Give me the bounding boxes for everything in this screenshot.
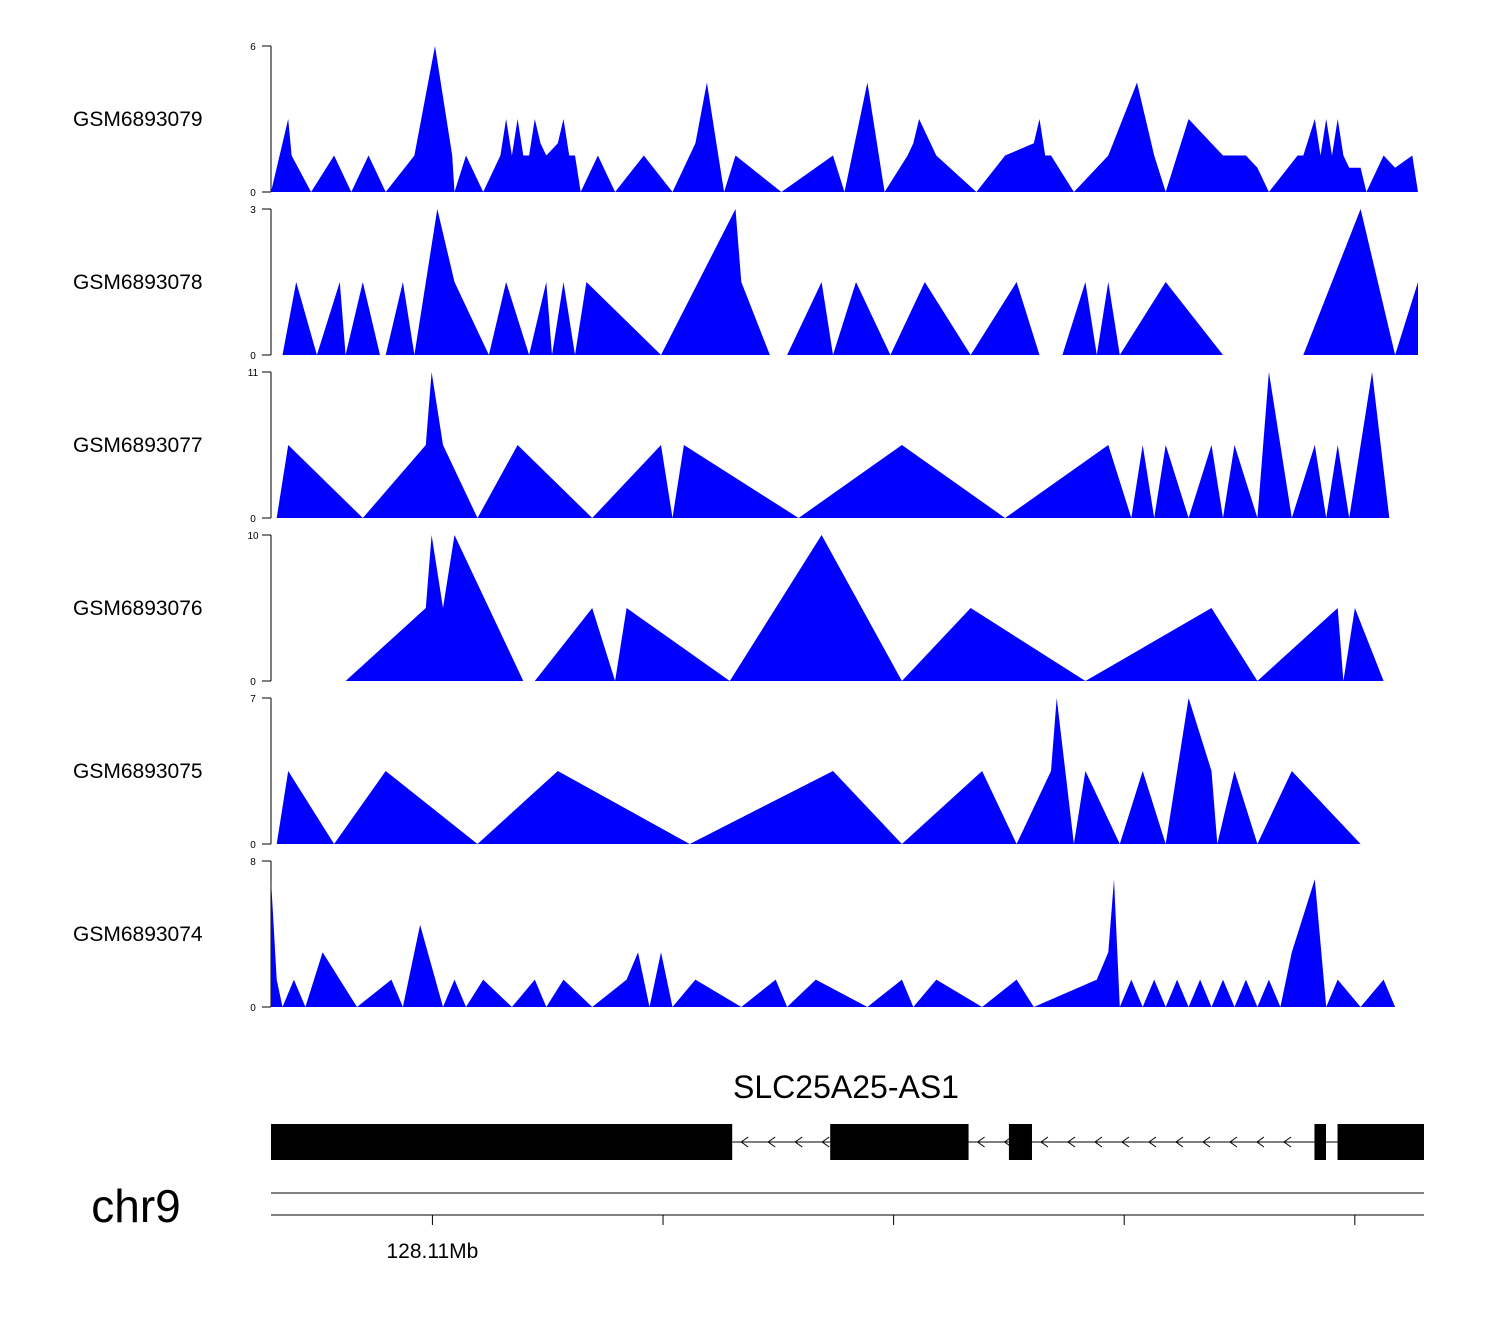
y-tick-label-min: 0 (250, 514, 256, 525)
strand-arrow (1256, 1136, 1265, 1148)
strand-arrow (740, 1136, 749, 1148)
track-GSM6893078: GSM6893078 3 0 (73, 205, 1418, 362)
y-tick-label-max: 11 (248, 368, 259, 379)
coverage-area (271, 46, 1418, 192)
coverage-area (345, 535, 1384, 681)
track-label: GSM6893076 (73, 597, 203, 620)
exon-block (1314, 1124, 1326, 1160)
coverage-area (276, 698, 1361, 844)
track-label: GSM6893074 (73, 923, 203, 946)
coverage-area (271, 879, 1396, 1007)
coverage-area (276, 372, 1390, 518)
track-GSM6893074: GSM6893074 8 0 (73, 857, 1396, 1014)
y-tick-label-min: 0 (250, 677, 256, 688)
y-tick-label-max: 7 (250, 694, 256, 705)
exon-block (1008, 1124, 1032, 1160)
gene-name: SLC25A25-AS1 (733, 1069, 959, 1105)
chromosome-label: chr9 (91, 1180, 180, 1232)
y-tick-label-min: 0 (250, 840, 256, 851)
track-label: GSM6893078 (73, 271, 203, 294)
track-label: GSM6893075 (73, 760, 203, 783)
strand-arrow (767, 1136, 776, 1148)
strand-arrow (1283, 1136, 1292, 1148)
track-GSM6893077: GSM6893077 11 0 (73, 368, 1390, 525)
y-tick-label-max: 8 (250, 857, 256, 868)
axis-tick-label: 128.11Mb (386, 1240, 478, 1263)
exon-block (271, 1124, 733, 1160)
track-GSM6893079: GSM6893079 6 0 (73, 42, 1418, 199)
strand-arrow (1040, 1136, 1049, 1148)
track-GSM6893076: GSM6893076 10 0 (73, 531, 1384, 688)
strand-arrow (794, 1136, 803, 1148)
exon-block (830, 1124, 969, 1160)
y-tick-label-max: 3 (250, 205, 256, 216)
coverage-area (282, 209, 1418, 355)
coverage-tracks: GSM689307960GSM689307830GSM6893077110GSM… (73, 42, 1418, 1014)
strand-arrow (1121, 1136, 1130, 1148)
strand-arrow (1202, 1136, 1211, 1148)
strand-arrow (1229, 1136, 1238, 1148)
genome-axis: chr9 128.11Mb (91, 1180, 1424, 1263)
track-GSM6893075: GSM6893075 7 0 (73, 694, 1361, 851)
y-tick-label-min: 0 (250, 188, 256, 199)
y-tick-label-max: 6 (250, 42, 256, 53)
gene-track: SLC25A25-AS1 (271, 1069, 1424, 1160)
strand-arrow (1175, 1136, 1184, 1148)
track-label: GSM6893079 (73, 108, 203, 131)
track-label: GSM6893077 (73, 434, 203, 457)
strand-arrow (976, 1136, 985, 1148)
exon-block (1337, 1124, 1424, 1160)
strand-arrow (1148, 1136, 1157, 1148)
y-tick-label-min: 0 (250, 1003, 256, 1014)
strand-arrow (1094, 1136, 1103, 1148)
y-tick-label-min: 0 (250, 351, 256, 362)
strand-arrow (1067, 1136, 1076, 1148)
strand-arrow (821, 1136, 830, 1148)
y-tick-label-max: 10 (247, 531, 259, 542)
